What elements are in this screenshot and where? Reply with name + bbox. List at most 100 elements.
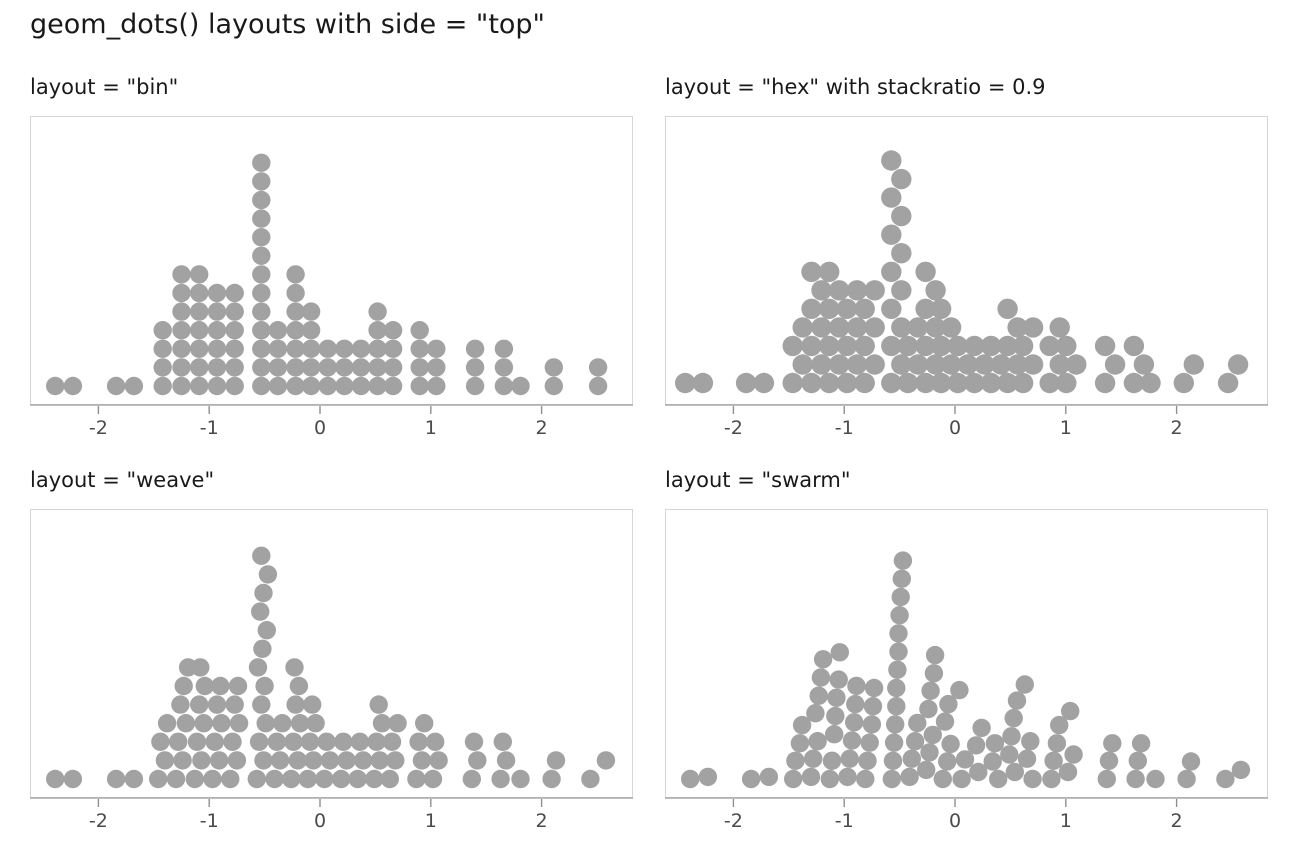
dot [423,769,443,789]
dot [172,339,191,358]
dot [462,769,481,789]
dot [409,732,428,751]
dot [301,302,321,321]
dot [830,643,849,662]
dot [1094,372,1116,394]
dot [225,376,244,396]
dot [335,376,354,396]
x-tick-label: -1 [200,810,219,832]
dot [1064,745,1083,764]
dot [741,769,761,789]
dot [792,354,813,375]
dot [887,697,906,716]
dot [920,743,939,762]
dot [176,714,196,733]
dot [337,751,356,770]
dot [300,732,320,751]
dot [493,732,512,751]
dot [1183,354,1204,375]
dot [286,283,305,303]
dot [253,639,272,658]
dot [227,751,247,770]
dot [890,606,909,625]
dot [285,658,304,677]
dot [247,769,266,789]
dot [225,302,244,321]
dot [386,751,405,770]
dot [891,205,912,227]
dot [334,732,353,751]
dot [887,678,906,698]
dot [921,681,940,700]
dot [1000,745,1019,764]
dot [207,283,227,303]
dot [491,769,510,789]
dot [820,769,839,789]
dot [930,372,952,394]
dot [891,354,912,375]
dot [350,732,370,751]
dot [1140,372,1161,394]
dot [368,321,387,340]
dot [919,699,938,719]
dot [207,376,227,396]
dot [1217,372,1239,394]
dot [318,358,337,377]
dot [301,339,321,358]
dot [1007,354,1028,375]
dot [836,298,858,319]
panel-swarm: layout = "swarm" -2 -1 0 1 2 [665,468,1268,846]
dot [1123,372,1145,394]
dot [286,339,305,358]
dot [891,317,912,338]
dot [786,751,805,770]
dot [881,224,902,245]
dot [915,372,936,394]
dot [258,565,278,584]
dot [854,298,875,319]
dot [964,372,985,394]
dot [288,751,307,770]
dot [172,376,191,396]
x-tick-label: 1 [425,417,437,439]
dot [211,676,230,696]
dot [331,769,351,789]
x-tick-label: 2 [536,810,548,832]
dot [494,339,514,358]
dot [192,751,211,770]
dot [46,769,65,789]
x-tick-label: 1 [1060,417,1072,439]
dot [897,372,919,394]
dot [829,670,848,689]
dot [884,733,904,752]
dot [268,358,288,377]
dot [252,172,271,191]
dot [249,732,269,751]
dot [153,358,172,377]
dot [468,751,487,770]
dot [383,321,403,340]
dot [252,302,271,321]
dot [412,751,432,770]
dot [1094,335,1116,357]
dot [989,769,1008,789]
dot [846,280,868,301]
dot [63,376,83,396]
dot [925,317,946,338]
dot [836,372,858,394]
dot [838,767,857,787]
dot [190,302,209,321]
dot [1061,701,1080,721]
dot [1216,769,1235,789]
dot [1056,372,1077,394]
dot [801,767,821,787]
dot [190,321,209,340]
dot [698,767,718,787]
dot [286,302,305,321]
dot [207,321,227,340]
dot [351,339,371,358]
dot [172,283,191,303]
dot [792,715,812,735]
dot [964,335,985,357]
dot [252,339,271,358]
